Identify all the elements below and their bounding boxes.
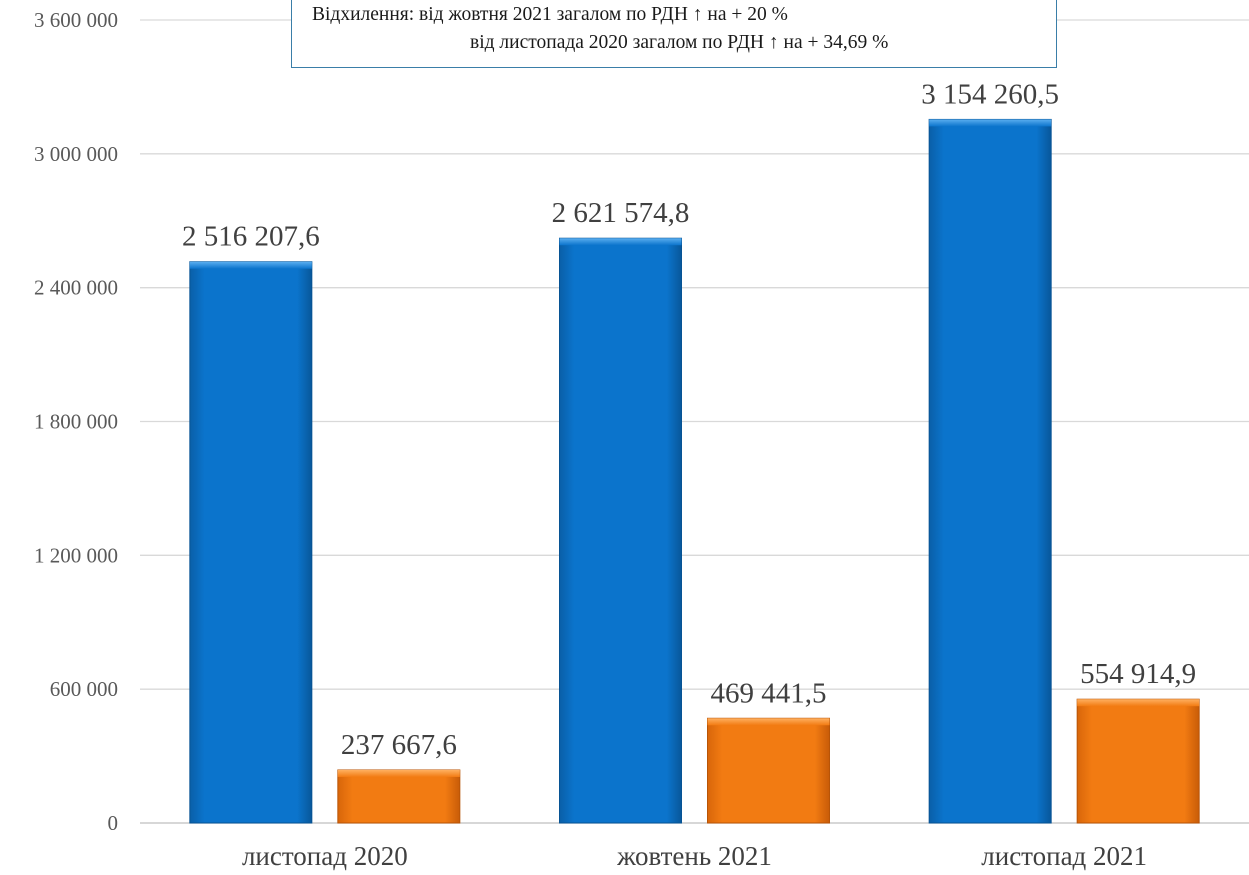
bar	[559, 237, 682, 824]
bar-highlight	[189, 261, 312, 269]
x-tick-label: листопад 2020	[242, 841, 408, 871]
bar	[1076, 698, 1200, 824]
y-tick-label: 3 600 000	[34, 8, 118, 32]
y-axis: 0 600 000 1 200 000 1 800 000 2 400 000 3 000…	[34, 8, 118, 835]
y-tick-label: 3 000 000	[34, 142, 118, 166]
y-tick-label: 1 800 000	[34, 410, 118, 434]
y-tick-label: 1 200 000	[34, 543, 118, 567]
data-label: 2 516 207,6	[182, 221, 320, 253]
annotation-line-2: від листопада 2020 загалом по РДН ↑ на +…	[470, 32, 889, 53]
bar	[928, 118, 1052, 824]
deviation-annotation: Відхилення: від жовтня 2021 загалом по Р…	[291, 0, 1057, 68]
data-label: 2 621 574,8	[552, 197, 690, 229]
bar-highlight	[707, 718, 830, 726]
data-labels: 2 516 207,6 237 667,6 2 621 574,8 469 441,5…	[182, 78, 1196, 761]
annotation-line-1: Відхилення: від жовтня 2021 загалом по Р…	[312, 4, 788, 25]
bar-highlight	[559, 238, 682, 246]
data-label: 237 667,6	[341, 729, 457, 761]
x-axis: листопад 2020 жовтень 2021 листопад 2021	[242, 841, 1147, 871]
bar	[337, 769, 461, 824]
x-tick-label: листопад 2021	[981, 841, 1147, 871]
bar	[707, 717, 830, 824]
data-label: 554 914,9	[1080, 658, 1196, 690]
y-tick-label: 600 000	[50, 677, 118, 701]
data-label: 469 441,5	[711, 677, 827, 709]
data-label: 3 154 260,5	[921, 78, 1059, 110]
x-tick-label: жовтень 2021	[616, 841, 772, 871]
y-tick-label: 0	[108, 811, 119, 835]
bar-highlight	[1077, 699, 1200, 707]
bar-highlight	[929, 119, 1052, 127]
bars	[189, 118, 1200, 824]
y-tick-label: 2 400 000	[34, 276, 118, 300]
bar	[189, 261, 313, 824]
bar-highlight	[337, 769, 460, 777]
